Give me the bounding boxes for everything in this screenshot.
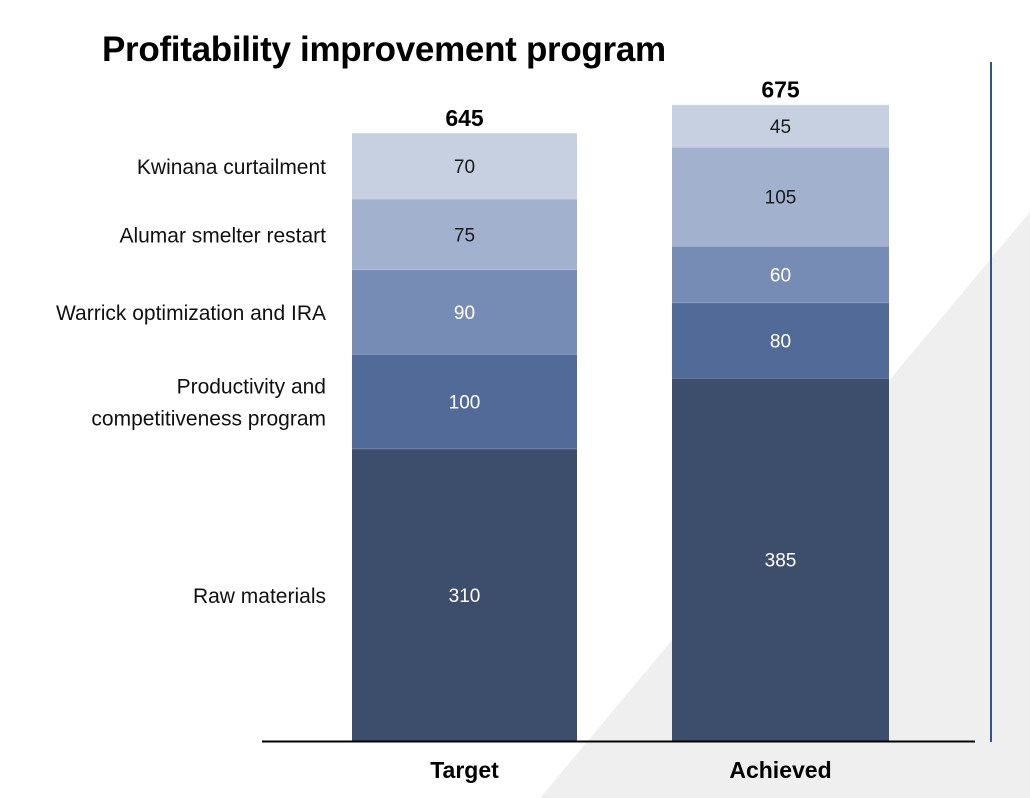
data-label-target-alumar-smelter-restart: 75 (454, 225, 475, 246)
data-label-target-warrick-optimization-and-ira: 90 (454, 303, 475, 324)
data-label-achieved-alumar-smelter-restart: 105 (765, 188, 797, 209)
series-label-warrick-optimization-and-ira: Warrick optimization and IRA (56, 302, 326, 325)
bar-segment-target-raw-materials (352, 448, 577, 741)
data-label-achieved-productivity-and-competitiveness-program: 80 (770, 331, 791, 352)
data-label-achieved-raw-materials: 385 (765, 551, 797, 572)
total-label-target: 645 (445, 105, 484, 131)
data-label-target-raw-materials: 310 (449, 586, 481, 607)
series-label-alumar-smelter-restart: Alumar smelter restart (119, 224, 326, 247)
category-label-achieved: Achieved (729, 757, 831, 783)
bar-segment-achieved-raw-materials (672, 378, 889, 741)
bar-segment-achieved-kwinana-curtailment (672, 104, 889, 148)
category-label-target: Target (430, 757, 499, 783)
total-label-achieved: 675 (761, 77, 800, 103)
bar-segment-target-alumar-smelter-restart (352, 198, 577, 270)
bar-segment-target-kwinana-curtailment (352, 133, 577, 199)
series-label-productivity-and-competitiveness-program-line-2: competitiveness program (91, 408, 326, 431)
data-label-achieved-kwinana-curtailment: 45 (770, 117, 791, 138)
data-label-achieved-warrick-optimization-and-ira: 60 (770, 265, 791, 286)
series-label-productivity-and-competitiveness-program-line-1: Productivity and (177, 376, 326, 399)
data-label-target-kwinana-curtailment: 70 (454, 157, 475, 178)
chart-title: Profitability improvement program (102, 30, 666, 69)
bar-segment-achieved-warrick-optimization-and-ira (672, 246, 889, 303)
bar-segment-achieved-alumar-smelter-restart (672, 147, 889, 247)
bar-segment-target-productivity-and-competitiveness-program (352, 354, 577, 449)
bar-segment-target-warrick-optimization-and-ira (352, 269, 577, 355)
series-label-raw-materials: Raw materials (193, 585, 326, 608)
bar-segment-achieved-productivity-and-competitiveness-program (672, 302, 889, 379)
series-label-kwinana-curtailment: Kwinana curtailment (137, 156, 326, 179)
data-label-target-productivity-and-competitiveness-program: 100 (449, 393, 481, 414)
